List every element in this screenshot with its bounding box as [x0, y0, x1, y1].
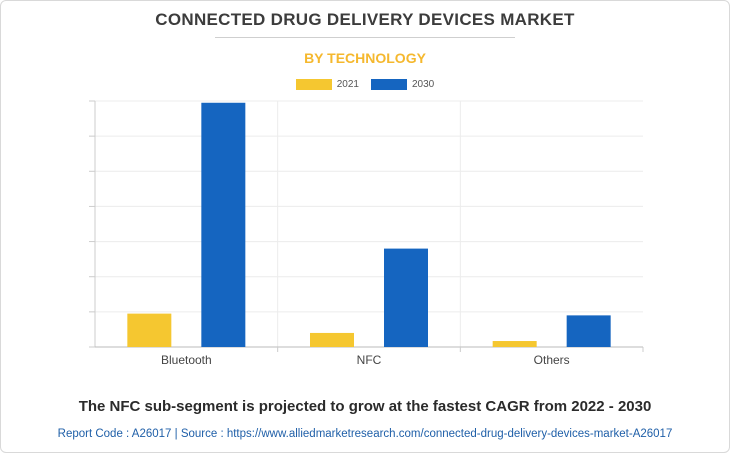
- source-line[interactable]: Report Code : A26017 | Source : https://…: [57, 428, 673, 440]
- legend-swatch-2030: [371, 79, 407, 90]
- x-tick-label-nfc: NFC: [357, 353, 382, 367]
- legend-label-2021: 2021: [336, 79, 359, 90]
- legend-item-2030[interactable]: 2030: [371, 79, 434, 90]
- x-tick-label-bluetooth: Bluetooth: [161, 353, 212, 367]
- title-divider: [215, 37, 515, 38]
- bar-nfc-2030: [384, 248, 428, 347]
- legend-swatch-2021: [295, 79, 332, 90]
- bar-nfc-2021: [310, 332, 354, 347]
- chart-title: CONNECTED DRUG DELIVERY DEVICES MARKET: [155, 10, 575, 29]
- legend: 2021 2030: [0, 79, 730, 90]
- x-tick-label-others: Others: [534, 353, 570, 367]
- bar-others-2021: [492, 341, 537, 347]
- bar-bluetooth-2030: [201, 102, 246, 347]
- bar-others-2030: [566, 315, 611, 347]
- footer-note: The NFC sub-segment is projected to grow…: [78, 398, 652, 415]
- legend-label-2030: 2030: [412, 79, 435, 90]
- bar-bluetooth-2021: [127, 313, 172, 347]
- chart-subtitle: BY TECHNOLOGY: [304, 50, 426, 66]
- legend-item-2021[interactable]: 2021: [295, 79, 359, 90]
